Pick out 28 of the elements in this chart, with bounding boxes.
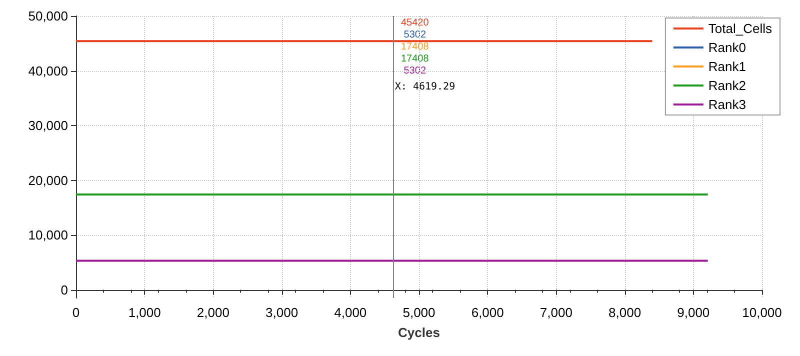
ref-line-label: X: 4619.29: [394, 82, 456, 92]
legend-label: Rank1: [708, 59, 746, 74]
x-axis-title: Cycles: [398, 325, 440, 340]
y-tick-label: 50,000: [28, 8, 68, 24]
y-tick-label: 40,000: [28, 63, 68, 78]
legend-label: Rank2: [708, 78, 746, 93]
x-tick-label: 3,000: [266, 305, 298, 320]
x-tick-label: 2,000: [196, 305, 230, 320]
x-tick-label: 6,000: [471, 305, 504, 320]
x-tick-label: 0: [72, 305, 80, 320]
x-tick-label: 9,000: [677, 305, 710, 320]
x-tick-label: 8,000: [608, 305, 642, 320]
legend-label: Rank3: [708, 97, 746, 112]
x-tick-label: 10,000: [742, 305, 782, 320]
legend-label: Total_Cells: [708, 21, 772, 36]
y-tick-label: 10,000: [28, 228, 68, 243]
y-tick-label: 30,000: [28, 118, 68, 134]
y-tick-label: 20,000: [28, 172, 68, 188]
x-tick-label: 5,000: [402, 305, 436, 320]
x-tick-label: 7,000: [540, 305, 572, 320]
annotation: 17408: [400, 54, 430, 64]
annotation: 5302: [404, 30, 426, 40]
annotation: 17408: [400, 42, 430, 52]
legend-label: Rank0: [708, 40, 746, 55]
x-tick-label: 1,000: [128, 305, 161, 320]
annotation: 45420: [400, 18, 430, 28]
y-tick-label: 0: [60, 282, 68, 298]
x-tick-label: 4,000: [334, 305, 367, 320]
